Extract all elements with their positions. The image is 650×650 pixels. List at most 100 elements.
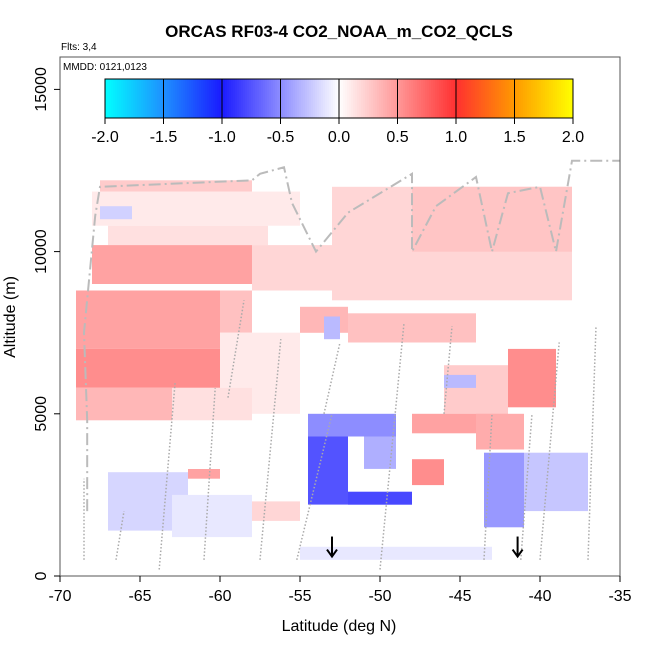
- field-cell: [444, 365, 508, 414]
- colorbar-swatch: [461, 79, 464, 118]
- colorbar-swatch: [347, 79, 350, 118]
- colorbar-swatch: [183, 79, 186, 118]
- colorbar-swatch: [329, 79, 332, 118]
- profile-track-line: [227, 300, 245, 398]
- field-cell: [348, 491, 412, 505]
- colorbar-swatch: [255, 79, 258, 118]
- colorbar-swatch: [539, 79, 542, 118]
- colorbar-swatch: [237, 79, 240, 118]
- colorbar-swatch: [297, 79, 300, 118]
- plot-frame: [59, 56, 621, 577]
- field-cell: [444, 374, 476, 388]
- x-tick-label: -45: [448, 588, 471, 605]
- colorbar-swatch: [209, 79, 212, 118]
- profile-track-line: [115, 510, 125, 560]
- colorbar-swatch: [417, 79, 420, 118]
- colorbar-swatch: [457, 79, 460, 118]
- colorbar-swatch: [223, 79, 226, 118]
- colorbar-swatch: [165, 79, 168, 118]
- colorbar-swatch: [481, 79, 484, 118]
- colorbar-swatch: [157, 79, 160, 118]
- colorbar-swatch: [473, 79, 476, 118]
- colorbar-swatch: [551, 79, 554, 118]
- colorbar-swatch: [303, 79, 306, 118]
- colorbar-swatch: [441, 79, 444, 118]
- colorbar-swatch: [287, 79, 290, 118]
- colorbar-swatch: [121, 79, 124, 118]
- y-tick-label: 0: [33, 571, 50, 580]
- y-axis-label: Altitude (m): [2, 276, 19, 358]
- colorbar-tick-label: 1.5: [503, 129, 525, 146]
- colorbar-swatch: [317, 79, 320, 118]
- colorbar-swatch: [285, 79, 288, 118]
- colorbar-swatch: [321, 79, 324, 118]
- colorbar-swatch: [507, 79, 510, 118]
- colorbar-tick-label: -1.5: [150, 129, 178, 146]
- colorbar-swatch: [125, 79, 128, 118]
- colorbar-swatch: [459, 79, 462, 118]
- field-cell: [324, 316, 340, 340]
- colorbar-swatch: [133, 79, 136, 118]
- arrow-down-icon: [326, 548, 338, 559]
- colorbar-swatch: [115, 79, 118, 118]
- colorbar-swatch: [399, 79, 402, 118]
- field-cell: [76, 348, 220, 388]
- chart-title: ORCAS RF03-4 CO2_NOAA_m_CO2_QCLS: [165, 22, 513, 41]
- colorbar-swatch: [549, 79, 552, 118]
- colorbar-swatch: [189, 79, 192, 118]
- field-cell: [308, 413, 396, 437]
- colorbar-swatch: [407, 79, 410, 118]
- colorbar-swatch: [167, 79, 170, 118]
- colorbar-swatch: [225, 79, 228, 118]
- field-cell: [508, 348, 556, 408]
- colorbar-swatch: [495, 79, 498, 118]
- colorbar-swatch: [499, 79, 502, 118]
- flights-annotation: Flts: 3,4: [61, 42, 97, 53]
- colorbar-swatch: [423, 79, 426, 118]
- colorbar-swatch: [193, 79, 196, 118]
- date-annotation: MMDD: 0121,0123: [63, 62, 147, 73]
- colorbar-swatch: [295, 79, 298, 118]
- arrow-down-icon: [511, 548, 524, 559]
- colorbar-swatch: [343, 79, 346, 118]
- colorbar-swatch: [337, 79, 340, 118]
- colorbar-swatch: [545, 79, 548, 118]
- colorbar-swatch: [281, 79, 284, 118]
- colorbar-swatch: [241, 79, 244, 118]
- colorbar-swatch: [525, 79, 528, 118]
- colorbar-swatch: [375, 79, 378, 118]
- colorbar-swatch: [195, 79, 198, 118]
- colorbar-swatch: [315, 79, 318, 118]
- field-cell: [348, 313, 476, 343]
- field-cell: [108, 225, 268, 246]
- field-cell: [364, 436, 396, 469]
- colorbar-swatch: [515, 79, 518, 118]
- colorbar-swatch: [559, 79, 562, 118]
- colorbar-swatch: [475, 79, 478, 118]
- colorbar-swatch: [217, 79, 220, 118]
- y-tick-label: 5000: [33, 396, 50, 432]
- colorbar-swatch: [171, 79, 174, 118]
- colorbar-swatch: [427, 79, 430, 118]
- colorbar-swatch: [227, 79, 230, 118]
- colorbar-swatch: [389, 79, 392, 118]
- field-cell: [100, 206, 132, 220]
- profile-track-line: [203, 387, 216, 560]
- colorbar-swatch: [393, 79, 396, 118]
- colorbar-swatch: [547, 79, 550, 118]
- colorbar-swatch: [433, 79, 436, 118]
- colorbar-swatch: [159, 79, 162, 118]
- field-cell: [412, 186, 572, 252]
- field-cell: [300, 546, 492, 560]
- y-axis: 0 5000 10000 15000: [33, 67, 60, 580]
- colorbar-swatch: [109, 79, 112, 118]
- colorbar-swatch: [535, 79, 538, 118]
- colorbar-swatch: [413, 79, 416, 118]
- colorbar-swatch: [311, 79, 314, 118]
- colorbar-swatch: [135, 79, 138, 118]
- colorbar-swatch: [359, 79, 362, 118]
- colorbar-swatch: [429, 79, 432, 118]
- field-cell: [100, 180, 252, 192]
- colorbar-swatch: [471, 79, 474, 118]
- colorbar-swatch: [131, 79, 134, 118]
